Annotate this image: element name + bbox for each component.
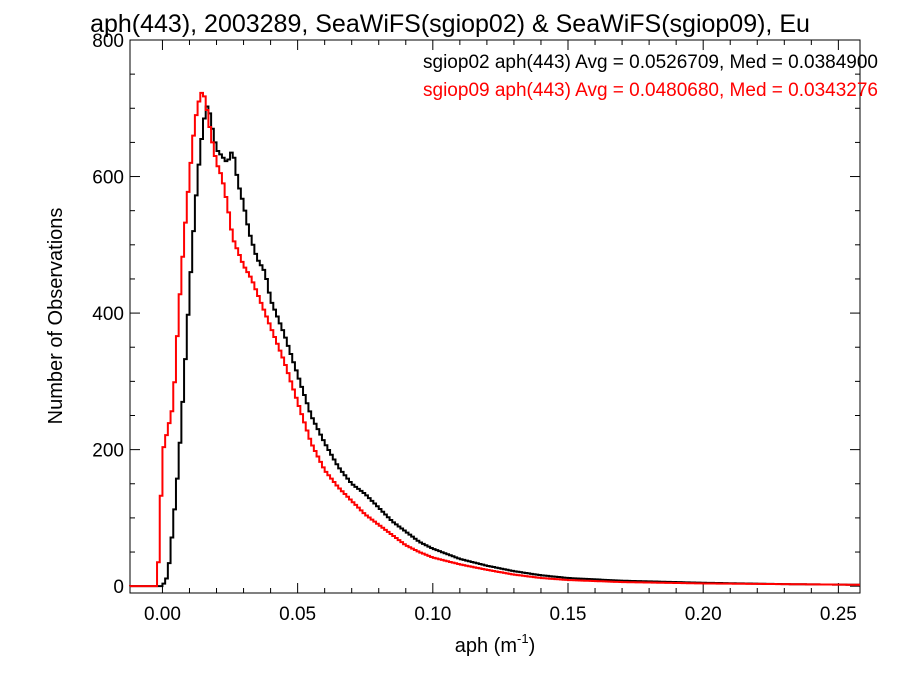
x-tick-label: 0.20 [685,604,722,625]
x-tick-label: 0.25 [820,604,857,625]
plot-frame [129,39,861,594]
x-tick-label: 0.00 [144,604,181,625]
x-axis: 0.00 0.05 0.10 0.15 0.20 0.25 [144,40,857,625]
y-tick-label: 800 [92,31,124,52]
chart-title: aph(443), 2003289, SeaWiFS(sgiop02) & Se… [90,10,810,38]
y-tick-label: 400 [92,304,124,325]
x-axis-label: aph (m-1) [455,631,535,657]
series-line-sgiop02 [129,105,860,588]
series-group [129,91,860,588]
y-tick-label: 0 [113,577,124,598]
x-axis-label-sup: -1 [517,631,529,646]
x-tick-label: 0.15 [550,604,587,625]
y-axis: 0 200 400 600 800 [92,31,860,598]
series-line-sgiop09 [129,91,860,588]
legend-entry-sgiop09: sgiop09 aph(443) Avg = 0.0480680, Med = … [423,80,878,101]
y-tick-label: 600 [92,168,124,189]
x-axis-label-main: aph (m [455,635,517,657]
y-axis-label: Number of Observations [45,208,67,425]
x-tick-label: 0.05 [279,604,316,625]
y-tick-label: 200 [92,441,124,462]
x-tick-label: 0.10 [414,604,451,625]
legend-entry-sgiop02: sgiop02 aph(443) Avg = 0.0526709, Med = … [423,52,878,73]
x-axis-label-close: ) [529,635,536,657]
